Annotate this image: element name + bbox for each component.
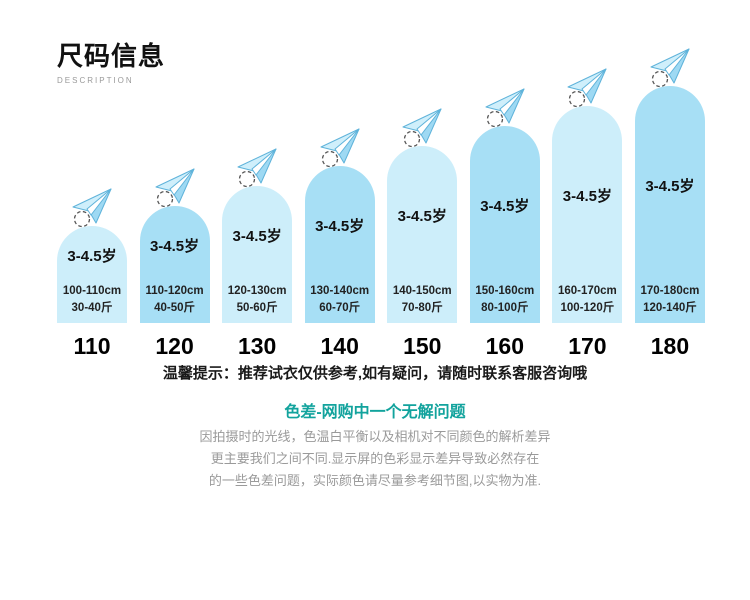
section-header: 尺码信息 DESCRIPTION [57, 36, 165, 85]
size-number: 110 [73, 333, 111, 359]
size-bar: 3-4.5岁 100-110cm 30-40斤 110 [57, 188, 127, 360]
weight-range-label: 30-40斤 [71, 302, 113, 314]
weight-range-label: 50-60斤 [236, 302, 278, 314]
color-body-line: 因拍摄时的光线，色温白平衡以及相机对不同颜色的解析差异 [199, 429, 551, 444]
color-body-line: 的一些色差问题，实际颜色请尽量参考细节图,以实物为准. [208, 473, 542, 488]
size-bar: 3-4.5岁 120-130cm 50-60斤 130 [222, 148, 293, 360]
height-range-label: 100-110cm [62, 285, 122, 297]
range-block: 100-110cm 30-40斤 [57, 285, 127, 323]
height-range-label: 160-170cm [557, 285, 617, 297]
age-label: 3-4.5岁 [232, 228, 282, 245]
size-number: 130 [237, 333, 277, 359]
warm-tip-text: 温馨提示：推荐试衣仅供参考,如有疑问，请随时联系客服咨询哦 [162, 365, 588, 382]
size-bar: 3-4.5岁 140-150cm 70-80斤 150 [387, 108, 458, 360]
paper-plane-icon [235, 146, 279, 190]
paper-plane-icon [70, 186, 114, 230]
bar-body: 3-4.5岁 140-150cm 70-80斤 [387, 146, 458, 323]
weight-range-label: 100-120斤 [560, 302, 615, 314]
height-range-label: 140-150cm [392, 285, 452, 297]
weight-range-label: 120-140斤 [643, 302, 697, 314]
size-number: 150 [403, 333, 442, 359]
range-block: 170-180cm 120-140斤 [635, 285, 705, 323]
size-number: 170 [568, 333, 607, 359]
height-range-label: 130-140cm [310, 285, 370, 297]
age-label: 3-4.5岁 [315, 218, 365, 235]
color-body-line: 更主要我们之间不同.显示屏的色彩显示差异导致必然存在 [210, 451, 540, 466]
paper-plane-icon [318, 126, 362, 170]
paper-plane-icon [483, 86, 527, 130]
size-number: 180 [650, 333, 690, 359]
height-range-label: 120-130cm [227, 285, 287, 297]
color-difference-body: 因拍摄时的光线，色温白平衡以及相机对不同颜色的解析差异 更主要我们之间不同.显示… [0, 426, 750, 492]
age-label: 3-4.5岁 [562, 188, 612, 205]
page-subtitle: DESCRIPTION [57, 76, 134, 85]
weight-range-label: 80-100斤 [481, 302, 529, 314]
size-bar: 3-4.5岁 150-160cm 80-100斤 160 [469, 88, 540, 360]
weight-range-label: 40-50斤 [154, 302, 196, 314]
weight-range-label: 60-70斤 [319, 302, 361, 314]
range-block: 130-140cm 60-70斤 [305, 285, 375, 323]
size-number: 120 [155, 333, 194, 359]
bar-body: 3-4.5岁 120-130cm 50-60斤 [222, 186, 293, 323]
range-block: 120-130cm 50-60斤 [222, 285, 292, 323]
age-label: 3-4.5岁 [67, 248, 117, 265]
size-number: 140 [320, 333, 359, 359]
size-bar: 3-4.5岁 110-120cm 40-50斤 120 [139, 168, 210, 360]
age-label: 3-4.5岁 [480, 198, 530, 215]
bar-body: 3-4.5岁 170-180cm 120-140斤 [634, 86, 705, 323]
age-label: 3-4.5岁 [645, 178, 695, 195]
size-chart: 3-4.5岁 100-110cm 30-40斤 110 3-4.5岁 110-1… [57, 0, 705, 360]
height-range-label: 110-120cm [145, 285, 204, 297]
range-block: 110-120cm 40-50斤 [140, 285, 210, 323]
age-label: 3-4.5岁 [397, 208, 447, 225]
size-number: 160 [485, 333, 524, 359]
range-block: 160-170cm 100-120斤 [552, 285, 622, 323]
page-title: 尺码信息 [57, 41, 166, 71]
bar-body: 3-4.5岁 160-170cm 100-120斤 [552, 106, 623, 323]
size-bar: 3-4.5岁 130-140cm 60-70斤 140 [304, 128, 375, 360]
size-bar: 3-4.5岁 160-170cm 100-120斤 170 [552, 68, 623, 360]
paper-plane-icon [565, 66, 609, 110]
weight-range-label: 70-80斤 [401, 302, 443, 314]
bar-body: 3-4.5岁 130-140cm 60-70斤 [304, 166, 375, 323]
height-range-label: 170-180cm [640, 285, 700, 297]
paper-plane-icon [400, 106, 444, 150]
range-block: 150-160cm 80-100斤 [470, 285, 540, 323]
bar-body: 3-4.5岁 150-160cm 80-100斤 [469, 126, 540, 323]
size-bar: 3-4.5岁 170-180cm 120-140斤 180 [634, 48, 705, 360]
age-label: 3-4.5岁 [149, 238, 200, 255]
height-range-label: 150-160cm [475, 285, 535, 297]
bar-body: 3-4.5岁 100-110cm 30-40斤 [57, 226, 127, 323]
paper-plane-icon [648, 46, 692, 90]
range-block: 140-150cm 70-80斤 [387, 285, 457, 323]
color-difference-heading: 色差-网购中一个无解问题 [284, 404, 466, 421]
bar-body: 3-4.5岁 110-120cm 40-50斤 [139, 206, 210, 323]
paper-plane-icon [153, 166, 197, 210]
